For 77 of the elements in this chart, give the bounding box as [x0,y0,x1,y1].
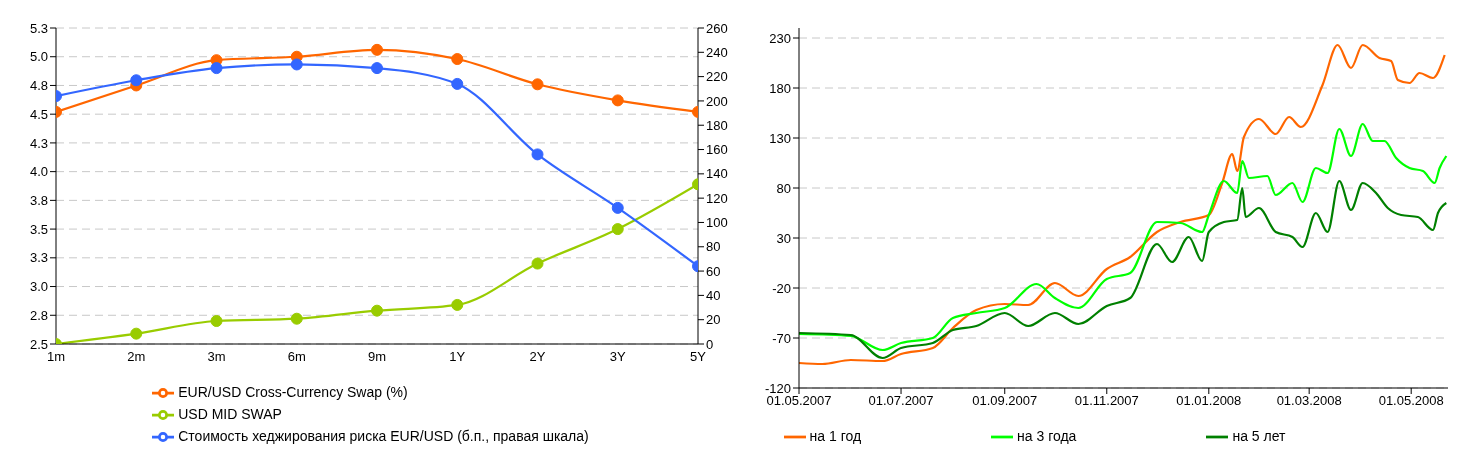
x-tick-label: 01.11.2007 [1074,393,1139,409]
y-tick-label: -120 [764,380,791,396]
line-series [799,122,1448,352]
point [531,78,544,91]
point [451,298,464,311]
point [130,74,143,87]
x-tick-label: 1Y [449,349,466,365]
x-tick-label: 01.05.2008 [1378,393,1444,409]
point [451,77,464,90]
x-tick-label: 1m [46,349,66,365]
y-tick-label: 4.8 [29,78,48,94]
point [130,327,143,340]
y-tick-label: 3.5 [29,221,48,237]
y2-tick-label: 220 [706,69,728,85]
point [611,223,624,236]
y-tick-label: 5.0 [29,49,48,65]
point [290,312,303,325]
point [531,257,544,270]
legend-label: на 5 лет [1232,427,1286,444]
legend-label: USD MID SWAP [178,405,282,422]
y-tick-label: -20 [772,280,791,296]
point [210,315,223,328]
legend-label: EUR/USD Cross-Currency Swap (%) [178,383,408,400]
line-series [799,179,1448,360]
y2-tick-label: 80 [706,239,721,255]
x-tick-label: 9m [367,349,387,365]
y2-tick-label: 20 [706,312,721,328]
y2-tick-label: 260 [706,20,728,36]
y-tick-label: 2.8 [29,307,48,323]
y2-tick-label: 200 [706,93,728,109]
point [611,201,624,214]
y2-tick-label: 120 [706,190,728,206]
y-tick-label: 5.3 [29,20,48,36]
legend-label: на 3 года [1017,427,1077,444]
point [290,58,303,71]
y-tick-label: 2.5 [29,336,48,352]
point [210,62,223,75]
point [451,53,464,66]
x-tick-label: 5Y [690,349,707,365]
legend-label: на 1 год [809,427,862,444]
x-tick-label: 2Y [529,349,546,365]
y-tick-label: 4.3 [29,135,48,151]
y2-tick-label: 140 [706,166,728,182]
x-tick-label: 3m [207,349,226,365]
x-tick-label: 01.03.2008 [1276,393,1342,409]
point [371,62,383,75]
point [371,43,383,56]
y-tick-label: 130 [769,130,791,146]
y-tick-label: 3.3 [29,250,48,266]
y2-tick-label: 0 [706,336,714,352]
y2-tick-label: 40 [706,288,721,303]
y2-tick-label: 240 [706,44,728,60]
x-tick-label: 01.01.2008 [1176,393,1242,409]
x-tick-label: 2m [127,349,146,365]
x-tick-label: 3Y [609,349,627,365]
y-tick-label: 30 [776,230,791,246]
x-tick-label: 01.09.2007 [972,393,1038,409]
y2-tick-label: 160 [706,142,728,158]
y2-tick-label: 180 [706,117,728,133]
legend-label: Стоимость хеджирования риска EUR/USD (б.п., правая шкала) [178,427,589,444]
y2-tick-label: 60 [706,263,721,279]
y-tick-label: 180 [769,80,791,96]
y-tick-label: 80 [776,180,791,196]
line-series [799,43,1446,366]
point [611,94,624,107]
y-tick-label: 4.0 [29,164,48,180]
x-tick-label: 01.05.2007 [766,393,832,409]
y-tick-label: 230 [769,30,791,46]
point [371,304,383,317]
y2-tick-label: 100 [706,215,728,231]
y-tick-label: 3.8 [29,192,48,208]
x-tick-label: 01.07.2007 [868,393,934,409]
y-tick-label: 3.0 [29,279,48,295]
y-tick-label: -70 [772,330,791,346]
x-tick-label: 6m [287,349,306,365]
point [531,148,544,161]
y-tick-label: 4.5 [29,106,48,122]
